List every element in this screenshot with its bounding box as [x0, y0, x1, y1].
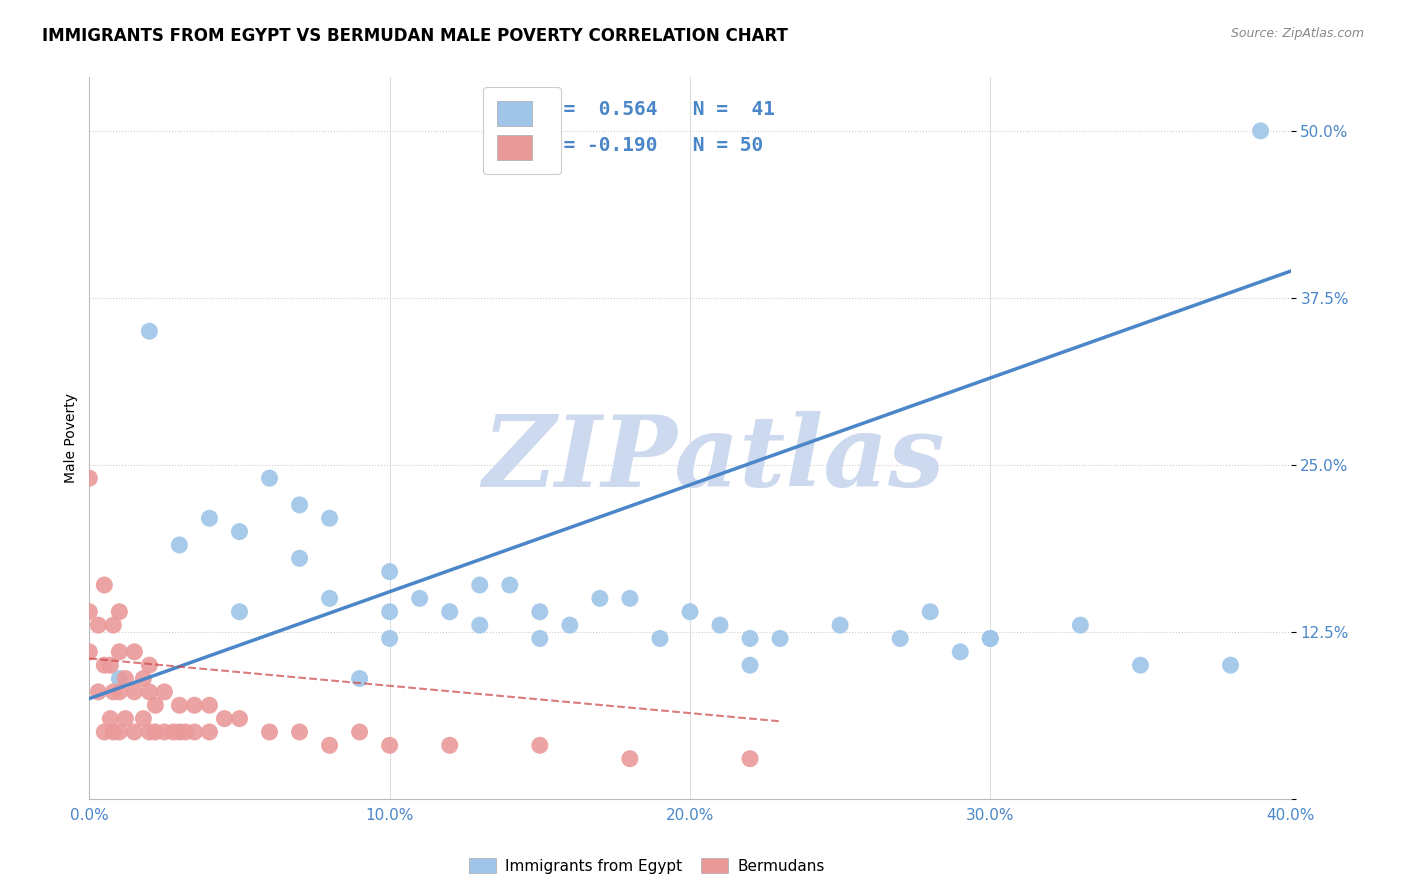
Point — [169, 698, 191, 713]
Point — [124, 685, 146, 699]
Point — [378, 739, 401, 753]
Point — [108, 605, 131, 619]
Point — [174, 725, 197, 739]
Point — [87, 618, 110, 632]
Point — [153, 685, 176, 699]
Point — [98, 658, 121, 673]
Point — [619, 752, 641, 766]
Point — [679, 605, 702, 619]
Point — [198, 511, 221, 525]
Point — [288, 725, 311, 739]
Point — [138, 685, 160, 699]
Point — [108, 645, 131, 659]
Point — [87, 685, 110, 699]
Point — [979, 632, 1001, 646]
Point — [738, 632, 761, 646]
Point — [738, 752, 761, 766]
Point — [198, 725, 221, 739]
Point — [318, 591, 340, 606]
Point — [108, 672, 131, 686]
Point — [738, 658, 761, 673]
Point — [98, 712, 121, 726]
Point — [979, 632, 1001, 646]
Legend: Immigrants from Egypt, Bermudans: Immigrants from Egypt, Bermudans — [463, 852, 831, 880]
Point — [114, 712, 136, 726]
Point — [145, 698, 167, 713]
Point — [529, 632, 551, 646]
Point — [108, 685, 131, 699]
Point — [920, 605, 942, 619]
Point — [103, 725, 125, 739]
Point — [499, 578, 522, 592]
Point — [349, 725, 371, 739]
Point — [949, 645, 972, 659]
Point — [1069, 618, 1091, 632]
Point — [114, 672, 136, 686]
Point — [558, 618, 581, 632]
Point — [169, 538, 191, 552]
Point — [93, 725, 115, 739]
Point — [103, 618, 125, 632]
Point — [103, 685, 125, 699]
Text: IMMIGRANTS FROM EGYPT VS BERMUDAN MALE POVERTY CORRELATION CHART: IMMIGRANTS FROM EGYPT VS BERMUDAN MALE P… — [42, 27, 787, 45]
Point — [529, 739, 551, 753]
Point — [228, 605, 250, 619]
Point — [830, 618, 852, 632]
Point — [1219, 658, 1241, 673]
Y-axis label: Male Poverty: Male Poverty — [65, 393, 79, 483]
Point — [439, 605, 461, 619]
Point — [162, 725, 184, 739]
Point — [709, 618, 731, 632]
Point — [259, 471, 281, 485]
Point — [214, 712, 236, 726]
Point — [769, 632, 792, 646]
Point — [288, 498, 311, 512]
Point — [468, 578, 491, 592]
Point — [439, 739, 461, 753]
Point — [228, 712, 250, 726]
Point — [93, 658, 115, 673]
Point — [124, 725, 146, 739]
Point — [138, 658, 160, 673]
Point — [124, 645, 146, 659]
Point — [318, 511, 340, 525]
Point — [468, 618, 491, 632]
Point — [138, 324, 160, 338]
Point — [408, 591, 430, 606]
Point — [589, 591, 612, 606]
Point — [228, 524, 250, 539]
Point — [79, 645, 101, 659]
Point — [378, 605, 401, 619]
Point — [183, 698, 205, 713]
Point — [648, 632, 671, 646]
Point — [145, 725, 167, 739]
Point — [378, 632, 401, 646]
Point — [198, 698, 221, 713]
Point — [108, 725, 131, 739]
Legend: , : , — [484, 87, 561, 174]
Text: R = -0.190   N = 50: R = -0.190 N = 50 — [540, 136, 763, 155]
Text: R =  0.564   N =  41: R = 0.564 N = 41 — [540, 101, 775, 120]
Text: Source: ZipAtlas.com: Source: ZipAtlas.com — [1230, 27, 1364, 40]
Point — [259, 725, 281, 739]
Point — [529, 605, 551, 619]
Point — [93, 578, 115, 592]
Point — [318, 739, 340, 753]
Point — [132, 712, 155, 726]
Point — [1129, 658, 1152, 673]
Point — [349, 672, 371, 686]
Point — [169, 725, 191, 739]
Point — [378, 565, 401, 579]
Point — [183, 725, 205, 739]
Point — [79, 605, 101, 619]
Point — [132, 672, 155, 686]
Point — [619, 591, 641, 606]
Point — [1250, 124, 1272, 138]
Text: ZIPatlas: ZIPatlas — [482, 411, 945, 508]
Point — [153, 725, 176, 739]
Point — [138, 725, 160, 739]
Point — [79, 471, 101, 485]
Point — [288, 551, 311, 566]
Point — [889, 632, 911, 646]
